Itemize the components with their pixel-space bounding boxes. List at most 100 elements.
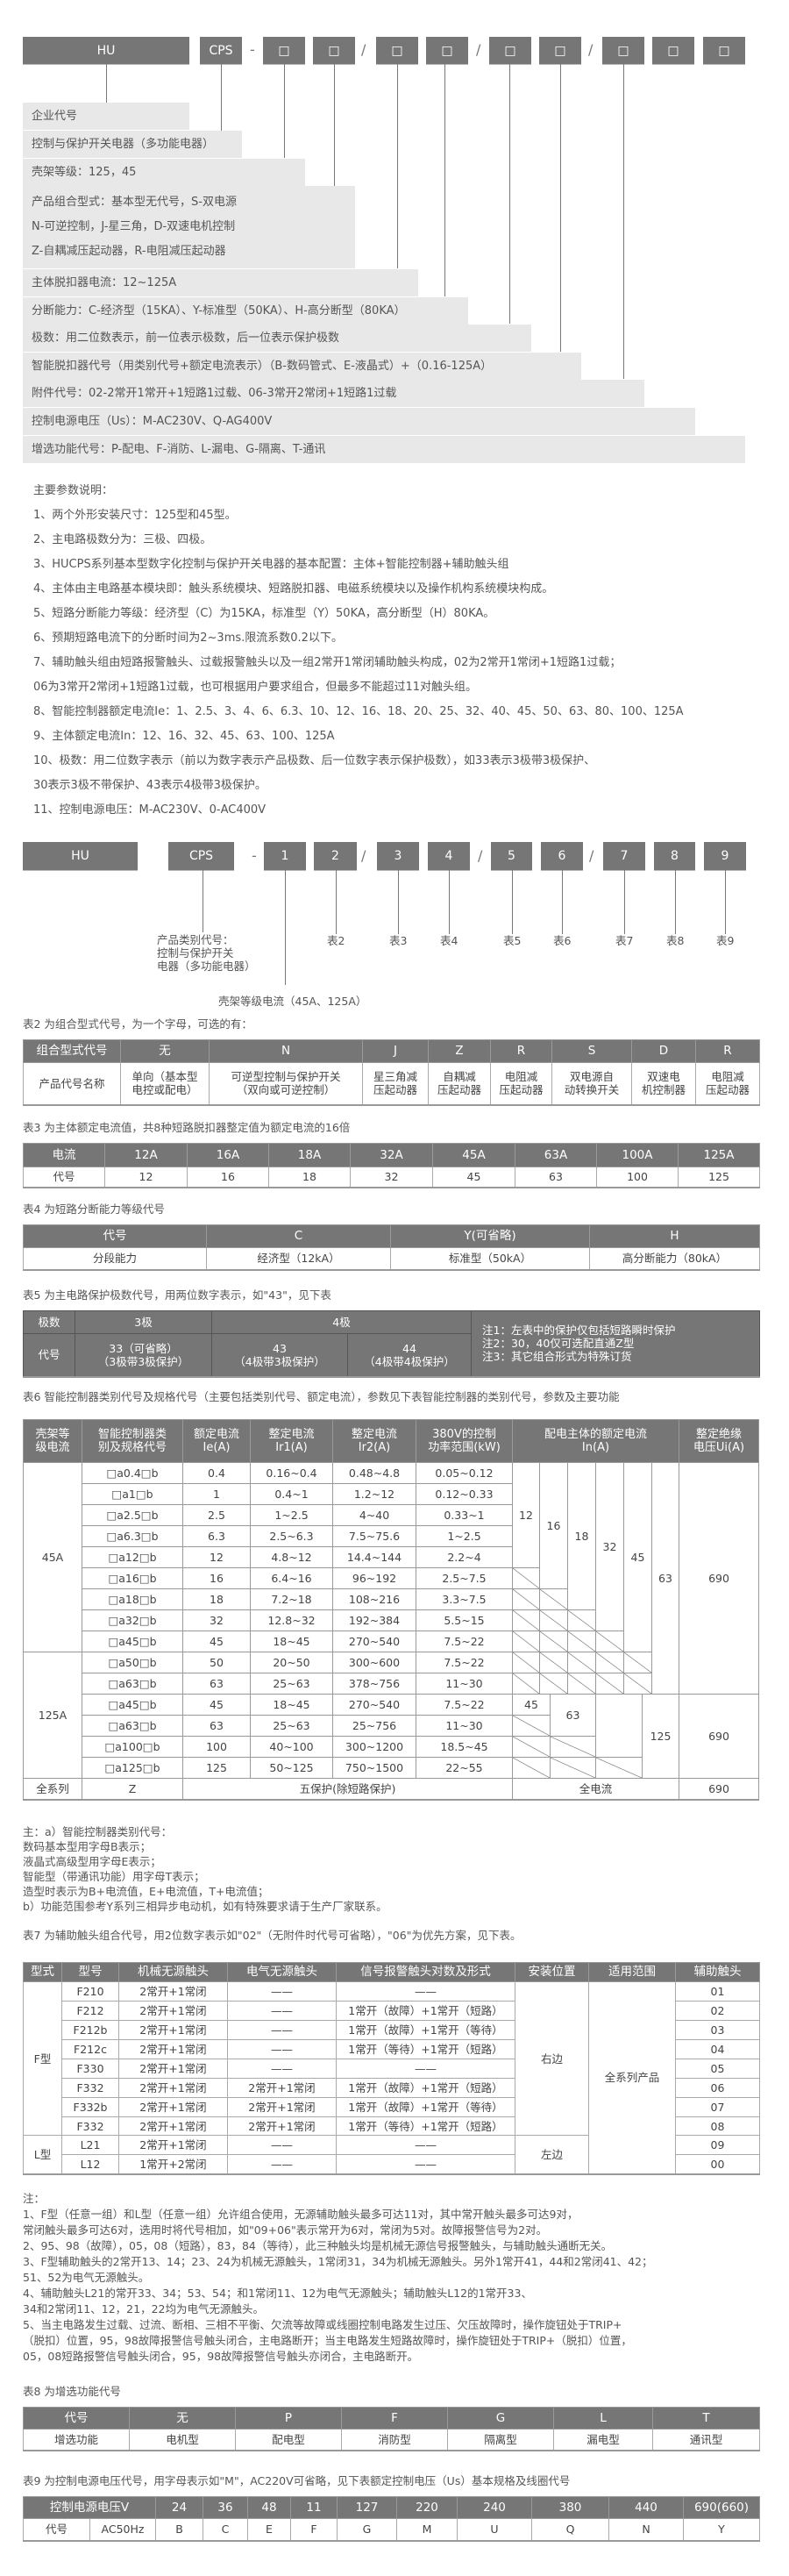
column-header: 690(660) [683, 2496, 760, 2519]
code-label: 智能脱扣器代号（用类别代号+额定电流表示）（B-数码管式、E-液晶式）+（0.1… [23, 353, 581, 380]
table-cell: 45 [432, 1167, 515, 1188]
table-ref-label: 表8 [666, 934, 685, 947]
code-box: □ [652, 37, 694, 64]
params-item: 9、主体额定电流In：12、16、32、45、63、100、125A [33, 730, 335, 743]
connector-line [562, 870, 563, 934]
column-header: 240 [457, 2496, 532, 2519]
not-applicable-cell [513, 1631, 540, 1652]
table7-note: 2、95、98（故障），05，08（短路），83，84（等待），此三种触头均是机… [23, 2239, 613, 2252]
table-cell: 1~2.5 [416, 1526, 513, 1547]
table7-note: 4、辅助触头L21的常开33、34；53、54；和1常闭11、12为电气无源触头… [23, 2287, 532, 2300]
table-cell: 3.3~7.5 [416, 1589, 513, 1610]
aux-code-cell: 02 [675, 2001, 760, 2021]
params-item: 7、辅助触头组由短路报警触头、过载报警触头以及一组2常开1常闭辅助触头构成，02… [33, 656, 622, 669]
table9: 控制电源电压V 24 36 48 11 127 220 240 380 440 690(660) 代号… [23, 2496, 760, 2542]
table-cell: 63 [183, 1673, 251, 1695]
not-applicable-cell [624, 1652, 652, 1673]
rated-current-cell: 18 [568, 1463, 596, 1610]
table-cell: 双电源自 动转换开关 [551, 1062, 632, 1105]
table-cell: 6.4~16 [251, 1568, 333, 1589]
params-item: 4、主体由主电路基本模块即：触头系统模块、短路脱扣器、电磁系统模块以及操作机构系… [33, 582, 554, 596]
table7-note: 5、当主电路发生过载、过流、断相、三相不平衡、欠流等故障或线圈控制电路发生过压、… [23, 2318, 622, 2331]
connector-line [449, 870, 450, 934]
table-cell: Y [683, 2518, 760, 2541]
table-cell: 2常开+1常闭 [118, 2020, 228, 2040]
table-cell: 2常开+1常闭 [227, 2097, 337, 2117]
model-cell: L21 [61, 2135, 119, 2155]
table-cell: 自耦减 压起动器 [428, 1062, 491, 1105]
column-header: C [206, 1224, 391, 1248]
code-box: □ [263, 37, 305, 64]
rated-current-cell: 63 [551, 1695, 596, 1737]
column-header: 380 [531, 2496, 609, 2519]
controller-code-cell: □a45□b [82, 1695, 183, 1716]
table-cell: 108~216 [333, 1589, 416, 1610]
connector-line [560, 64, 561, 352]
table-header-row: 代号无 P F G L T [23, 2407, 760, 2430]
controller-code-cell: □a100□b [82, 1737, 183, 1758]
column-header: 额定电流 Ie(A) [183, 1420, 251, 1463]
table-cell: AC50Hz [89, 2518, 156, 2541]
code-box: HU [23, 37, 189, 64]
table-cell: 100 [183, 1737, 251, 1758]
column-header: 4极 [210, 1310, 473, 1334]
table-cell: 0.4 [183, 1463, 251, 1484]
table9-caption: 表9 为控制电源电压代号，用字母表示如"M"，AC220V可省略，见下表额定控制… [23, 2474, 571, 2487]
table7-note: 3、F型辅助触头的2常开13、14；23、24为机械无源触头，1常闭31，34为… [23, 2255, 653, 2268]
not-applicable-cell [568, 1652, 596, 1673]
rated-current-cell: 63 [652, 1463, 679, 1695]
table-cell: 通讯型 [652, 2429, 760, 2451]
column-header: N [209, 1039, 363, 1063]
controller-code-cell: □a2.5□b [82, 1505, 183, 1526]
table-cell: 45 [183, 1631, 251, 1652]
table-cell: 22~55 [416, 1758, 513, 1779]
table6-note: 主：a）智能控制器类别代号： [23, 1825, 173, 1838]
table-cell: B [155, 2518, 203, 2541]
frame-current-label: 壳架等级电流（45A、125A） [218, 995, 367, 1008]
table7-note: 05，08短路报警信号触头闭合，95，98故障报警信号触头亦闭合，主电路断开。 [23, 2350, 419, 2363]
controller-code-cell: □a63□b [82, 1716, 183, 1737]
table-cell: 378~756 [333, 1673, 416, 1695]
table-cell: N [608, 2518, 684, 2541]
not-applicable-cell [513, 1589, 540, 1610]
not-applicable-cell [568, 1631, 596, 1652]
code-example-box: HU [23, 842, 138, 870]
table6-note: 数码基本型用字母B表示； [23, 1840, 152, 1853]
column-header: 127 [337, 2496, 397, 2519]
row-header: 代号 [23, 1167, 105, 1188]
table-header-row: 型式 型号 机械无源触头 电气无源触头 信号报警触头对数及形式 安装位置 适用范围 辅助触头 [23, 1962, 760, 1982]
not-applicable-cell [540, 1673, 568, 1695]
column-header: 18A [268, 1143, 351, 1167]
table-cell: 14.4~144 [333, 1547, 416, 1568]
table-cell: 5.5~15 [416, 1610, 513, 1631]
table-cell: 192~384 [333, 1610, 416, 1631]
code-box: □ [426, 37, 468, 64]
table-cell: 7.2~18 [251, 1589, 333, 1610]
table-cell: —— [336, 2059, 515, 2079]
table-cell: —— [227, 2135, 337, 2155]
table-cell: —— [227, 2059, 337, 2079]
not-applicable-cell [596, 1652, 624, 1673]
table-ref-label: 表6 [553, 934, 572, 947]
code-box: □ [489, 37, 531, 64]
not-applicable-cell [540, 1631, 568, 1652]
column-header: 型号 [61, 1962, 119, 1982]
column-header: P [235, 2407, 342, 2430]
code-separator: - [250, 41, 255, 58]
model-cell: F210 [61, 1981, 119, 2002]
model-cell: F212b [61, 2020, 119, 2040]
table-cell: 可逆型控制与保护开关 （双向或可逆控制） [209, 1062, 363, 1105]
column-header: 无 [129, 2407, 236, 2430]
table-header-row: 极数 3极 4极 注1：左表中的保护仅包括短路瞬时保护 注2：30，40仅可选配直通Z… [23, 1310, 761, 1377]
column-header: 型式 [23, 1962, 62, 1982]
table7-note: 51、52为电气无源触头。 [23, 2271, 150, 2284]
table-cell: 2.5~7.5 [416, 1568, 513, 1589]
connector-line [221, 64, 222, 131]
column-header: 24 [155, 2496, 203, 2519]
rated-current-cell: 16 [540, 1463, 568, 1589]
frame-current-cell: 125A [24, 1652, 82, 1779]
column-header: 电气无源触头 [227, 1962, 337, 1982]
not-applicable-cell [513, 1652, 540, 1673]
table-cell: 63 [183, 1716, 251, 1737]
table-cell: 7.5~22 [416, 1695, 513, 1716]
